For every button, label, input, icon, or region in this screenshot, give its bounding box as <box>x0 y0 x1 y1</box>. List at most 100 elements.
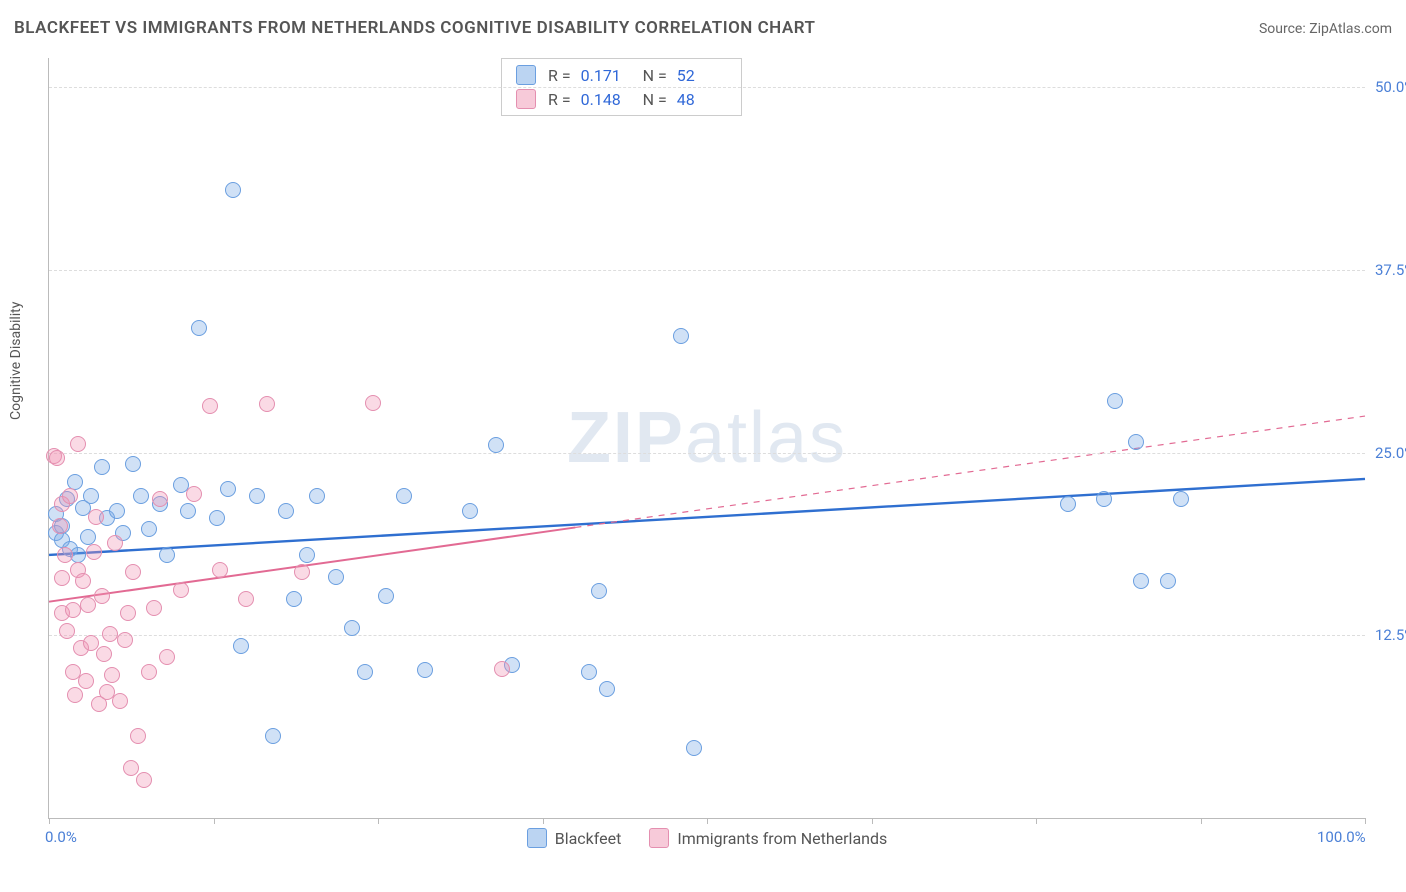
data-point-s2 <box>141 664 157 680</box>
data-point-s2 <box>102 626 118 642</box>
data-point-s2 <box>159 649 175 665</box>
data-point-s1 <box>599 681 615 697</box>
data-point-s1 <box>125 456 141 472</box>
data-point-s2 <box>78 673 94 689</box>
data-point-s2 <box>112 693 128 709</box>
data-point-s2 <box>86 544 102 560</box>
data-point-s1 <box>1133 573 1149 589</box>
data-point-s2 <box>202 398 218 414</box>
data-point-s1 <box>286 591 302 607</box>
data-point-s2 <box>57 547 73 563</box>
x-tick <box>1036 818 1037 824</box>
data-point-s1 <box>225 182 241 198</box>
gridline-h <box>49 270 1365 271</box>
data-point-s2 <box>173 582 189 598</box>
y-tick-label: 37.5% <box>1367 261 1406 279</box>
data-point-s1 <box>67 474 83 490</box>
data-point-s1 <box>462 503 478 519</box>
data-point-s2 <box>238 591 254 607</box>
data-point-s1 <box>378 588 394 604</box>
data-point-s1 <box>209 510 225 526</box>
data-point-s1 <box>265 728 281 744</box>
data-point-s1 <box>141 521 157 537</box>
data-point-s1 <box>220 481 236 497</box>
data-point-s1 <box>133 488 149 504</box>
data-point-s2 <box>88 509 104 525</box>
data-point-s2 <box>65 602 81 618</box>
chart-source: Source: ZipAtlas.com <box>1259 21 1392 37</box>
data-point-s1 <box>1160 573 1176 589</box>
x-tick <box>214 818 215 824</box>
data-point-s1 <box>80 529 96 545</box>
data-point-s1 <box>1128 434 1144 450</box>
data-point-s1 <box>249 488 265 504</box>
x-tick <box>543 818 544 824</box>
data-point-s1 <box>83 488 99 504</box>
scatter-plot: ZIPatlas R = 0.171 N = 52 R = 0.148 N = … <box>48 58 1365 819</box>
data-point-s1 <box>581 664 597 680</box>
data-point-s1 <box>1107 393 1123 409</box>
data-point-s2 <box>294 564 310 580</box>
data-point-s2 <box>104 667 120 683</box>
data-point-s2 <box>130 728 146 744</box>
data-point-s2 <box>75 573 91 589</box>
legend-label-s2: Immigrants from Netherlands <box>677 829 887 848</box>
data-point-s1 <box>299 547 315 563</box>
n-value-s1: 52 <box>677 66 727 85</box>
x-tick-label: 0.0% <box>45 828 77 846</box>
n-label: N = <box>643 90 667 109</box>
x-tick-label: 100.0% <box>1317 828 1366 846</box>
source-name: ZipAtlas.com <box>1309 21 1392 37</box>
data-point-s1 <box>1096 491 1112 507</box>
r-value-s2: 0.148 <box>581 90 631 109</box>
data-point-s1 <box>417 662 433 678</box>
data-point-s2 <box>94 588 110 604</box>
data-point-s2 <box>117 632 133 648</box>
data-point-s1 <box>1173 491 1189 507</box>
r-label: R = <box>548 66 571 85</box>
legend-item-s2: Immigrants from Netherlands <box>649 828 887 848</box>
data-point-s1 <box>673 328 689 344</box>
data-point-s1 <box>591 583 607 599</box>
trend-lines <box>49 58 1365 818</box>
x-tick <box>1201 818 1202 824</box>
r-label: R = <box>548 90 571 109</box>
data-point-s1 <box>309 488 325 504</box>
swatch-s1 <box>516 65 536 85</box>
data-point-s1 <box>159 547 175 563</box>
data-point-s1 <box>328 569 344 585</box>
x-tick <box>378 818 379 824</box>
gridline-h <box>49 453 1365 454</box>
bottom-legend: Blackfeet Immigrants from Netherlands <box>49 828 1365 848</box>
swatch-s1 <box>527 828 547 848</box>
x-tick <box>1365 818 1366 824</box>
source-prefix: Source: <box>1259 21 1309 37</box>
x-tick <box>49 818 50 824</box>
data-point-s2 <box>146 600 162 616</box>
gridline-h <box>49 87 1365 88</box>
data-point-s2 <box>152 491 168 507</box>
data-point-s2 <box>259 396 275 412</box>
y-tick-label: 12.5% <box>1367 626 1406 644</box>
data-point-s1 <box>94 459 110 475</box>
data-point-s2 <box>96 646 112 662</box>
x-tick <box>707 818 708 824</box>
data-point-s2 <box>59 623 75 639</box>
data-point-s2 <box>136 772 152 788</box>
data-point-s1 <box>488 437 504 453</box>
data-point-s2 <box>494 661 510 677</box>
data-point-s2 <box>365 395 381 411</box>
y-tick-label: 25.0% <box>1367 444 1406 462</box>
data-point-s1 <box>686 740 702 756</box>
data-point-s2 <box>212 562 228 578</box>
data-point-s1 <box>396 488 412 504</box>
stats-row-s1: R = 0.171 N = 52 <box>502 63 741 87</box>
n-label: N = <box>643 66 667 85</box>
data-point-s1 <box>180 503 196 519</box>
data-point-s2 <box>83 635 99 651</box>
chart-title: BLACKFEET VS IMMIGRANTS FROM NETHERLANDS… <box>14 18 815 38</box>
swatch-s2 <box>516 89 536 109</box>
data-point-s2 <box>62 488 78 504</box>
trend-solid-s1 <box>49 479 1365 555</box>
data-point-s2 <box>186 486 202 502</box>
